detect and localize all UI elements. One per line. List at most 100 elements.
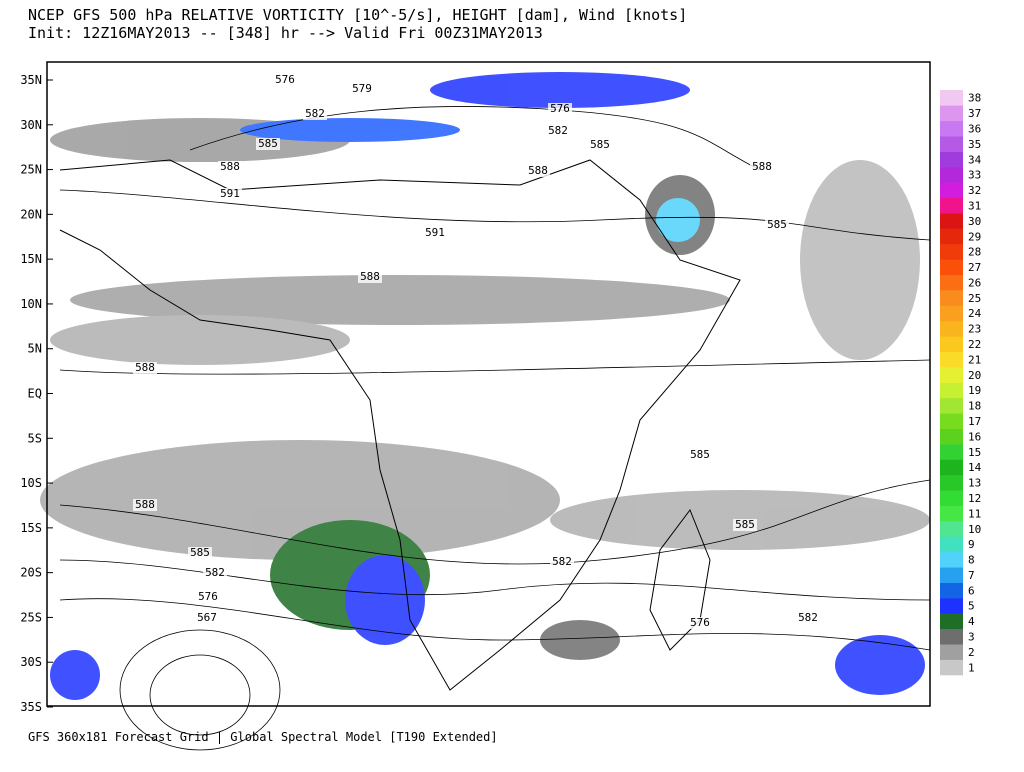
- colorbar-label: 18: [968, 400, 981, 413]
- contour-label: 585: [767, 218, 787, 231]
- colorbar-swatch: [940, 228, 963, 245]
- title: NCEP GFS 500 hPa RELATIVE VORTICITY [10^…: [28, 6, 687, 24]
- blob: [835, 635, 925, 695]
- contour-label-bg: [688, 617, 712, 629]
- blob: [50, 650, 100, 700]
- vorticity-shading: [40, 72, 930, 700]
- colorbar-swatch: [940, 243, 963, 260]
- colorbar-swatch: [940, 428, 963, 445]
- colorbar-label: 32: [968, 184, 981, 197]
- latitude-label: 5S: [28, 431, 42, 445]
- latitude-label: 5N: [28, 342, 42, 356]
- colorbar-label: 28: [968, 246, 981, 259]
- contour: [119, 629, 281, 751]
- contour-label: 585: [590, 138, 610, 151]
- latitude-label: 35S: [20, 700, 42, 714]
- contour-label: 585: [190, 546, 210, 559]
- contour: [59, 559, 931, 601]
- contour-label-bg: [350, 83, 374, 95]
- contour-label-bg: [218, 188, 242, 200]
- colorbar-label: 30: [968, 215, 981, 228]
- contour: [59, 189, 931, 241]
- contour-label-bg: [256, 138, 280, 150]
- colorbar-label: 27: [968, 261, 981, 274]
- blob: [800, 160, 920, 360]
- latitude-label: 10S: [20, 476, 42, 490]
- contour: [59, 598, 931, 651]
- colorbar-swatch: [940, 474, 963, 491]
- contour-label-bg: [133, 499, 157, 511]
- contour-label-bg: [273, 74, 297, 86]
- contour-label: 585: [735, 518, 755, 531]
- contour-label: 582: [205, 566, 225, 579]
- colorbar-label: 23: [968, 323, 981, 336]
- blob: [430, 72, 690, 108]
- map-background: [47, 62, 930, 706]
- colorbar-swatch: [940, 459, 963, 476]
- colorbar-label: 34: [968, 153, 982, 166]
- contour-label-bg: [218, 161, 242, 173]
- latitude-label: 25N: [20, 163, 42, 177]
- contour: [149, 654, 251, 736]
- colorbar-label: 8: [968, 554, 975, 567]
- contour-label-bg: [195, 612, 219, 624]
- latitude-label: 15S: [20, 521, 42, 535]
- colorbar-label: 38: [968, 92, 981, 105]
- contour-label: 588: [360, 270, 380, 283]
- latitude-label: 15N: [20, 252, 42, 266]
- colorbar-label: 22: [968, 338, 981, 351]
- colorbar-swatch: [940, 444, 963, 460]
- colorbar-label: 17: [968, 415, 981, 428]
- colorbar-swatch: [940, 382, 963, 399]
- colorbar-swatch: [940, 628, 963, 645]
- contour-label: 576: [550, 102, 570, 115]
- map-frame: [46, 61, 931, 707]
- latitude-label: 35N: [20, 73, 42, 87]
- contour-label: 591: [220, 187, 240, 200]
- latitude-label: 10N: [20, 297, 42, 311]
- contour-label: 582: [305, 107, 325, 120]
- contour-label-bg: [526, 165, 550, 177]
- blob: [540, 620, 620, 660]
- colorbar-swatch: [940, 351, 963, 368]
- colorbar-label: 13: [968, 477, 981, 490]
- latitude-label: 30N: [20, 118, 42, 132]
- contour-label: 588: [752, 160, 772, 173]
- coastline: [59, 159, 741, 691]
- colorbar-swatch: [940, 397, 963, 414]
- latitude-label: 20N: [20, 207, 42, 221]
- colorbar-swatch: [940, 305, 963, 322]
- colorbar-swatch: [940, 90, 963, 106]
- colorbar-swatch: [940, 536, 963, 553]
- contour-label-bg: [358, 271, 382, 283]
- colorbar-swatch: [940, 413, 963, 429]
- colorbar-swatch: [940, 120, 963, 137]
- colorbar-label: 20: [968, 369, 981, 382]
- contour-label-bg: [203, 567, 227, 579]
- contour-label: 588: [135, 361, 155, 374]
- contour-label-bg: [546, 125, 570, 137]
- colorbar-label: 37: [968, 107, 981, 120]
- colorbar-label: 21: [968, 353, 981, 366]
- colorbar-swatch: [940, 151, 963, 168]
- contour-label: 579: [352, 82, 372, 95]
- contour-label: 567: [197, 611, 217, 624]
- contour-label: 582: [552, 555, 572, 568]
- colorbar-swatch: [940, 197, 963, 214]
- colorbar-swatch: [940, 274, 963, 291]
- colorbar-label: 1: [968, 661, 975, 674]
- blob: [656, 198, 700, 242]
- colorbar-label: 2: [968, 646, 975, 659]
- latitude-label: 30S: [20, 655, 42, 669]
- contour-label-bg: [303, 108, 327, 120]
- colorbar-swatch: [940, 367, 963, 383]
- colorbar-swatch: [940, 336, 963, 353]
- contour-label-bg: [133, 362, 157, 374]
- colorbar-swatch: [940, 582, 963, 599]
- colorbar-label: 29: [968, 230, 981, 243]
- latitude-label: 20S: [20, 566, 42, 580]
- colorbar-swatch: [940, 659, 963, 676]
- blob: [50, 315, 350, 365]
- contour-label-bg: [423, 227, 447, 239]
